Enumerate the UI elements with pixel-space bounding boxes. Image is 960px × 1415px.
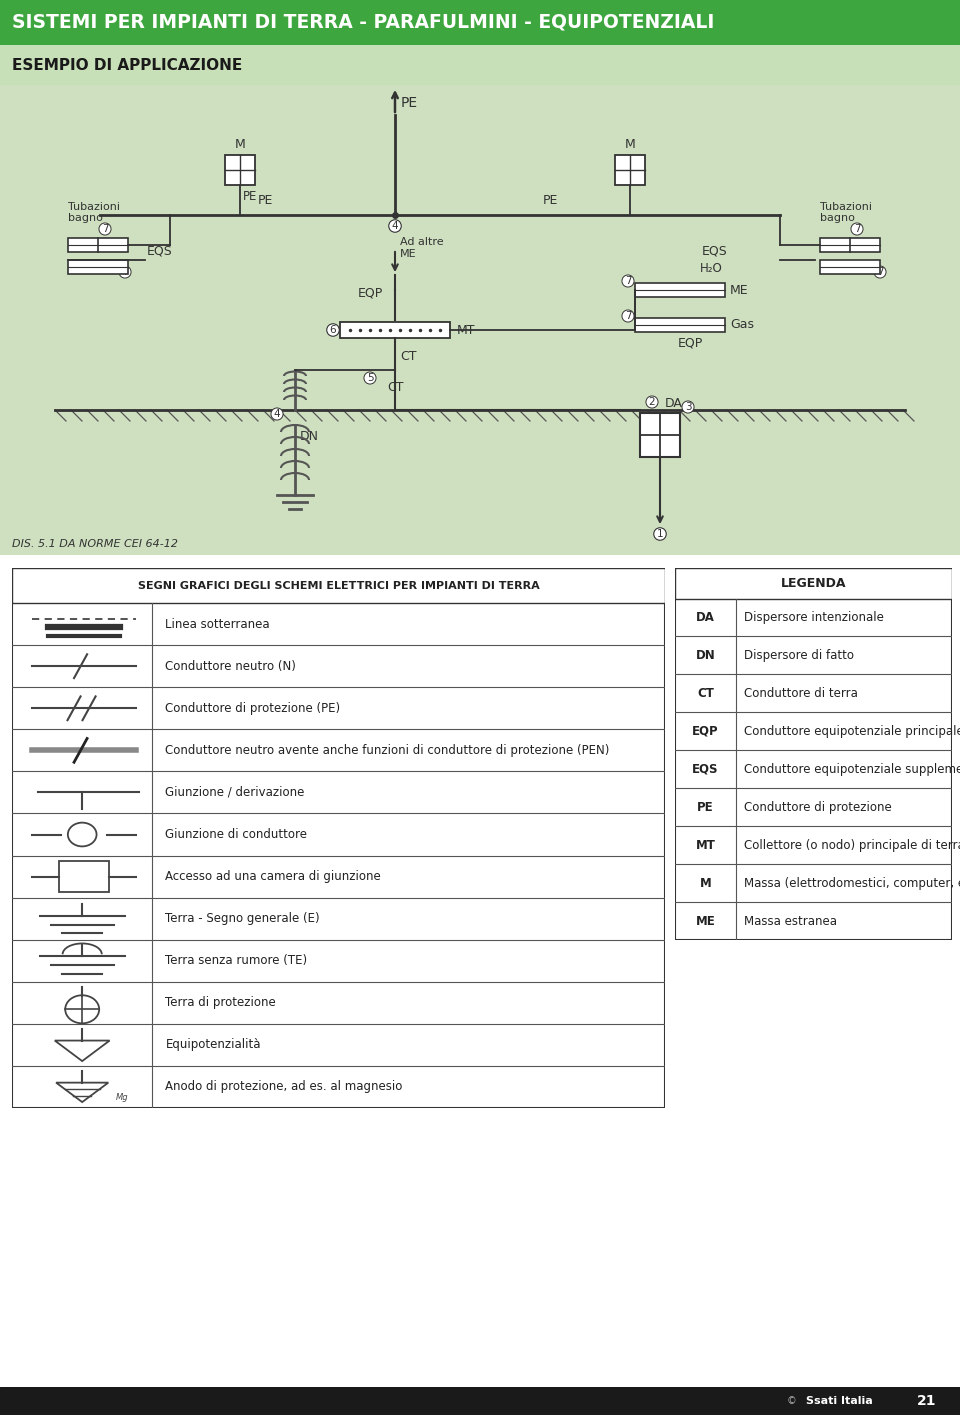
Text: Giunzione di conduttore: Giunzione di conduttore [165,828,307,841]
Bar [820,238,880,252]
Text: Conduttore neutro avente anche funzioni di conduttore di protezione (PEN): Conduttore neutro avente anche funzioni … [165,744,610,757]
Text: 3: 3 [684,402,691,412]
Text: 2: 2 [649,398,656,408]
Text: Terra - Segno generale (E): Terra - Segno generale (E) [165,913,320,925]
Text: PE: PE [401,96,419,110]
Text: 7: 7 [876,267,883,277]
Bar [640,413,680,457]
Text: PE: PE [243,190,257,202]
Bar [68,238,128,252]
Text: Massa estranea: Massa estranea [744,914,837,927]
Text: EQP: EQP [358,287,383,300]
Bar [615,156,645,185]
Text: Massa (elettrodomestici, computer, ecc.): Massa (elettrodomestici, computer, ecc.) [744,876,960,890]
Text: Ad altre: Ad altre [400,236,444,248]
Text: CT: CT [697,686,714,700]
Text: DA: DA [665,398,683,410]
Text: 5: 5 [367,374,373,383]
Text: ME: ME [400,249,417,259]
Text: ESEMPIO DI APPLICAZIONE: ESEMPIO DI APPLICAZIONE [12,58,242,72]
Text: Linea sotterranea: Linea sotterranea [165,617,270,631]
Bar [12,567,665,603]
Text: Giunzione / derivazione: Giunzione / derivazione [165,785,305,799]
Text: PE: PE [542,194,558,207]
Text: 4: 4 [392,221,398,231]
Text: Terra senza rumore (TE): Terra senza rumore (TE) [165,954,307,968]
Text: Conduttore di protezione: Conduttore di protezione [744,801,892,814]
Text: PE: PE [257,194,273,207]
Text: Dispersore intenzionale: Dispersore intenzionale [744,611,884,624]
Text: ME: ME [696,914,715,927]
Text: EQS: EQS [702,245,728,258]
Text: DA: DA [696,611,715,624]
Text: Conduttore equipotenziale supplementare: Conduttore equipotenziale supplementare [744,763,960,775]
Text: 6: 6 [329,325,336,335]
Bar [225,156,255,185]
Text: DN: DN [300,430,319,443]
Bar [675,567,952,599]
Text: Conduttore di terra: Conduttore di terra [744,686,858,700]
Text: DIS. 5.1 DA NORME CEI 64-12: DIS. 5.1 DA NORME CEI 64-12 [12,539,178,549]
Text: Dispersore di fatto: Dispersore di fatto [744,649,854,662]
Bar [59,862,108,891]
Text: EQP: EQP [678,337,703,350]
Text: 7: 7 [625,311,632,321]
Text: Terra di protezione: Terra di protezione [165,996,276,1009]
Text: ME: ME [730,283,749,297]
Text: Conduttore di protezione (PE): Conduttore di protezione (PE) [165,702,341,715]
Text: MT: MT [457,324,475,337]
Text: bagno: bagno [820,214,854,224]
Text: Tubazioni: Tubazioni [68,202,120,212]
Text: Mg: Mg [116,1094,129,1102]
Text: 7: 7 [625,276,632,286]
Text: EQP: EQP [692,724,719,737]
Bar [68,260,128,275]
Bar [820,260,880,275]
Bar [635,283,725,297]
Text: ©: © [787,1397,800,1407]
Text: MT: MT [696,839,715,852]
Text: Conduttore neutro (N): Conduttore neutro (N) [165,659,297,672]
Text: SEGNI GRAFICI DEGLI SCHEMI ELETTRICI PER IMPIANTI DI TERRA: SEGNI GRAFICI DEGLI SCHEMI ELETTRICI PER… [137,580,540,590]
Text: H₂O: H₂O [700,262,723,275]
Bar [340,323,450,338]
Text: 7: 7 [102,224,108,233]
Text: PE: PE [697,801,714,814]
Text: CT: CT [387,381,403,393]
Text: SISTEMI PER IMPIANTI DI TERRA - PARAFULMINI - EQUIPOTENZIALI: SISTEMI PER IMPIANTI DI TERRA - PARAFULM… [12,13,714,33]
Text: CT: CT [400,350,417,364]
Text: bagno: bagno [68,214,103,224]
Bar [635,318,725,333]
Text: Ssati Italia: Ssati Italia [806,1397,874,1407]
Text: 1: 1 [657,529,663,539]
Text: M: M [625,139,636,151]
Text: Anodo di protezione, ad es. al magnesio: Anodo di protezione, ad es. al magnesio [165,1081,403,1094]
Text: 7: 7 [122,267,129,277]
Text: 4: 4 [274,409,280,419]
Text: 21: 21 [917,1394,936,1408]
Text: Gas: Gas [730,318,754,331]
Text: Tubazioni: Tubazioni [820,202,872,212]
Text: Conduttore equipotenziale principale: Conduttore equipotenziale principale [744,724,960,737]
Text: Accesso ad una camera di giunzione: Accesso ad una camera di giunzione [165,870,381,883]
Text: Equipotenzialità: Equipotenzialità [165,1039,261,1051]
Text: DN: DN [696,649,715,662]
Text: EQS: EQS [692,763,719,775]
Text: 7: 7 [853,224,860,233]
Text: Collettore (o nodo) principale di terra: Collettore (o nodo) principale di terra [744,839,960,852]
Text: LEGENDA: LEGENDA [780,577,847,590]
Text: M: M [234,139,246,151]
Text: EQS: EQS [147,245,173,258]
Text: M: M [700,876,711,890]
